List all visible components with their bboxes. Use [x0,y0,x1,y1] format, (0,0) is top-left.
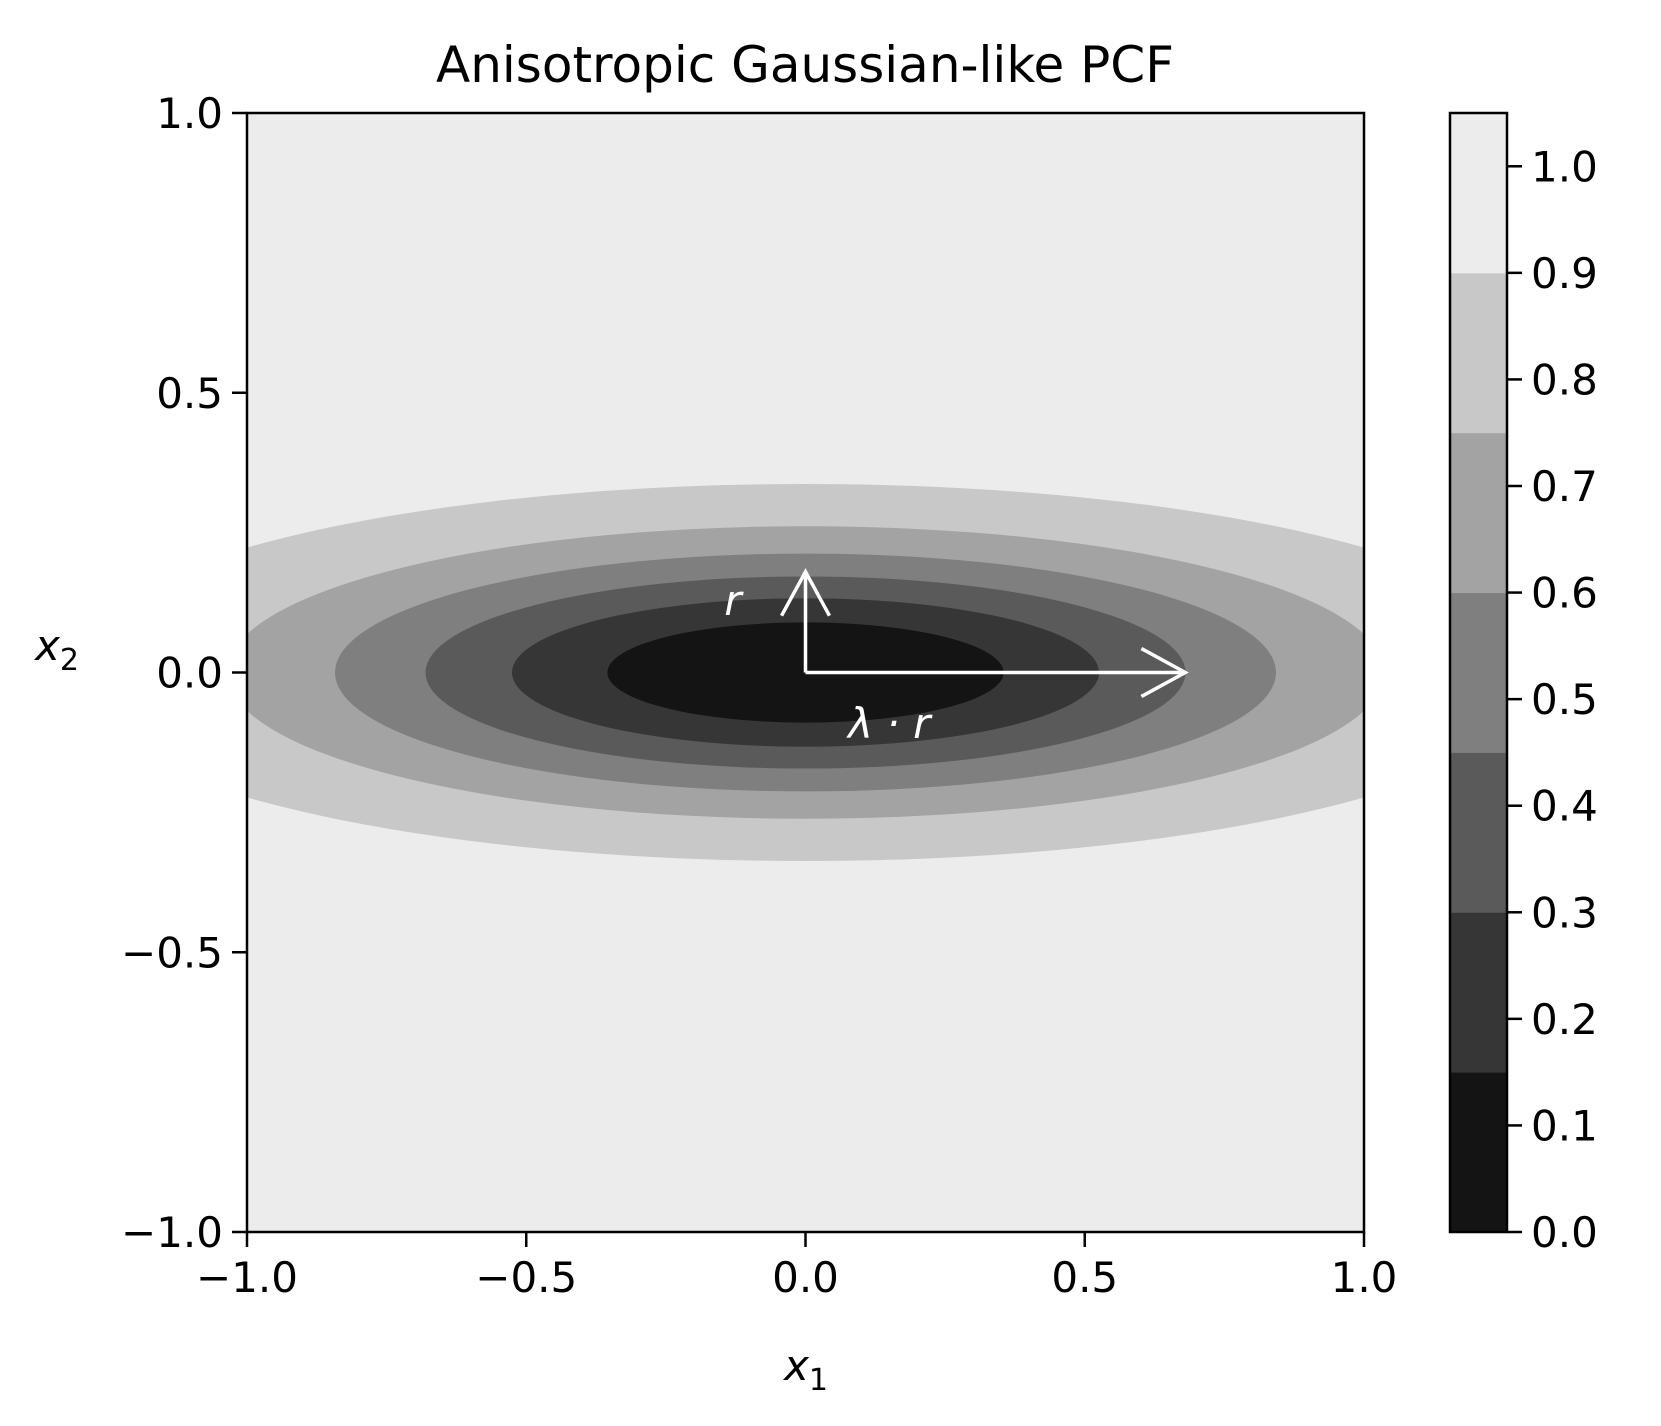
y-axis-label: x2 [33,621,79,678]
x-tick-label: 0.5 [1051,1253,1118,1302]
colorbar-tick-label: 0.7 [1531,462,1598,511]
label-r: r [724,576,744,625]
colorbar-tick-label: 0.5 [1531,675,1598,724]
colorbar-tick-label: 1.0 [1531,142,1598,191]
x-tick-label: 0.0 [772,1253,839,1302]
y-tick-label: 1.0 [156,89,223,138]
chart-title: Anisotropic Gaussian-like PCF [436,36,1174,94]
y-axis: −1.0 −0.5 0.0 0.5 1.0 [121,89,247,1257]
y-tick-label: 0.0 [156,649,223,698]
colorbar-tick-label: 0.9 [1531,249,1598,298]
colorbar-tick-label: 0.3 [1531,888,1598,937]
x-tick-label: −1.0 [196,1253,298,1302]
x-axis: −1.0 −0.5 0.0 0.5 1.0 [196,1232,1397,1302]
arrow-r-head [779,568,832,617]
colorbar: 0.0 0.1 0.2 0.3 0.4 0.5 0.6 0.7 0.8 0.9 1.0 [1448,111,1598,1257]
colorbar-tick-label: 0.6 [1531,569,1598,618]
y-tick-label: 0.5 [156,369,223,418]
x-axis-label: x1 [782,1341,828,1398]
colorbar-frame [1448,111,1509,1234]
colorbar-tick-label: 0.1 [1531,1101,1598,1150]
arrow-lambda-r-head [1140,646,1189,699]
colorbar-tick-label: 0.4 [1531,782,1598,831]
colorbar-band-2 [1450,752,1507,913]
colorbar-band-3 [1450,592,1507,753]
colorbar-band-5 [1450,272,1507,434]
x-tick-label: 1.0 [1331,1253,1398,1302]
y-tick-label: −1.0 [121,1208,223,1257]
x-tick-label: −0.5 [475,1253,577,1302]
colorbar-tick-label: 0.2 [1531,995,1598,1044]
label-lambda-r: λ · r [846,699,933,748]
colorbar-band-4 [1450,432,1507,594]
y-tick-label: −0.5 [121,928,223,977]
colorbar-band-6 [1450,113,1507,274]
colorbar-band-0 [1450,1072,1507,1233]
colorbar-tick-label: 0.8 [1531,355,1598,404]
colorbar-tick-label: 0.0 [1531,1208,1598,1257]
annotations: r λ · r [724,568,1189,748]
colorbar-band-1 [1450,912,1507,1073]
